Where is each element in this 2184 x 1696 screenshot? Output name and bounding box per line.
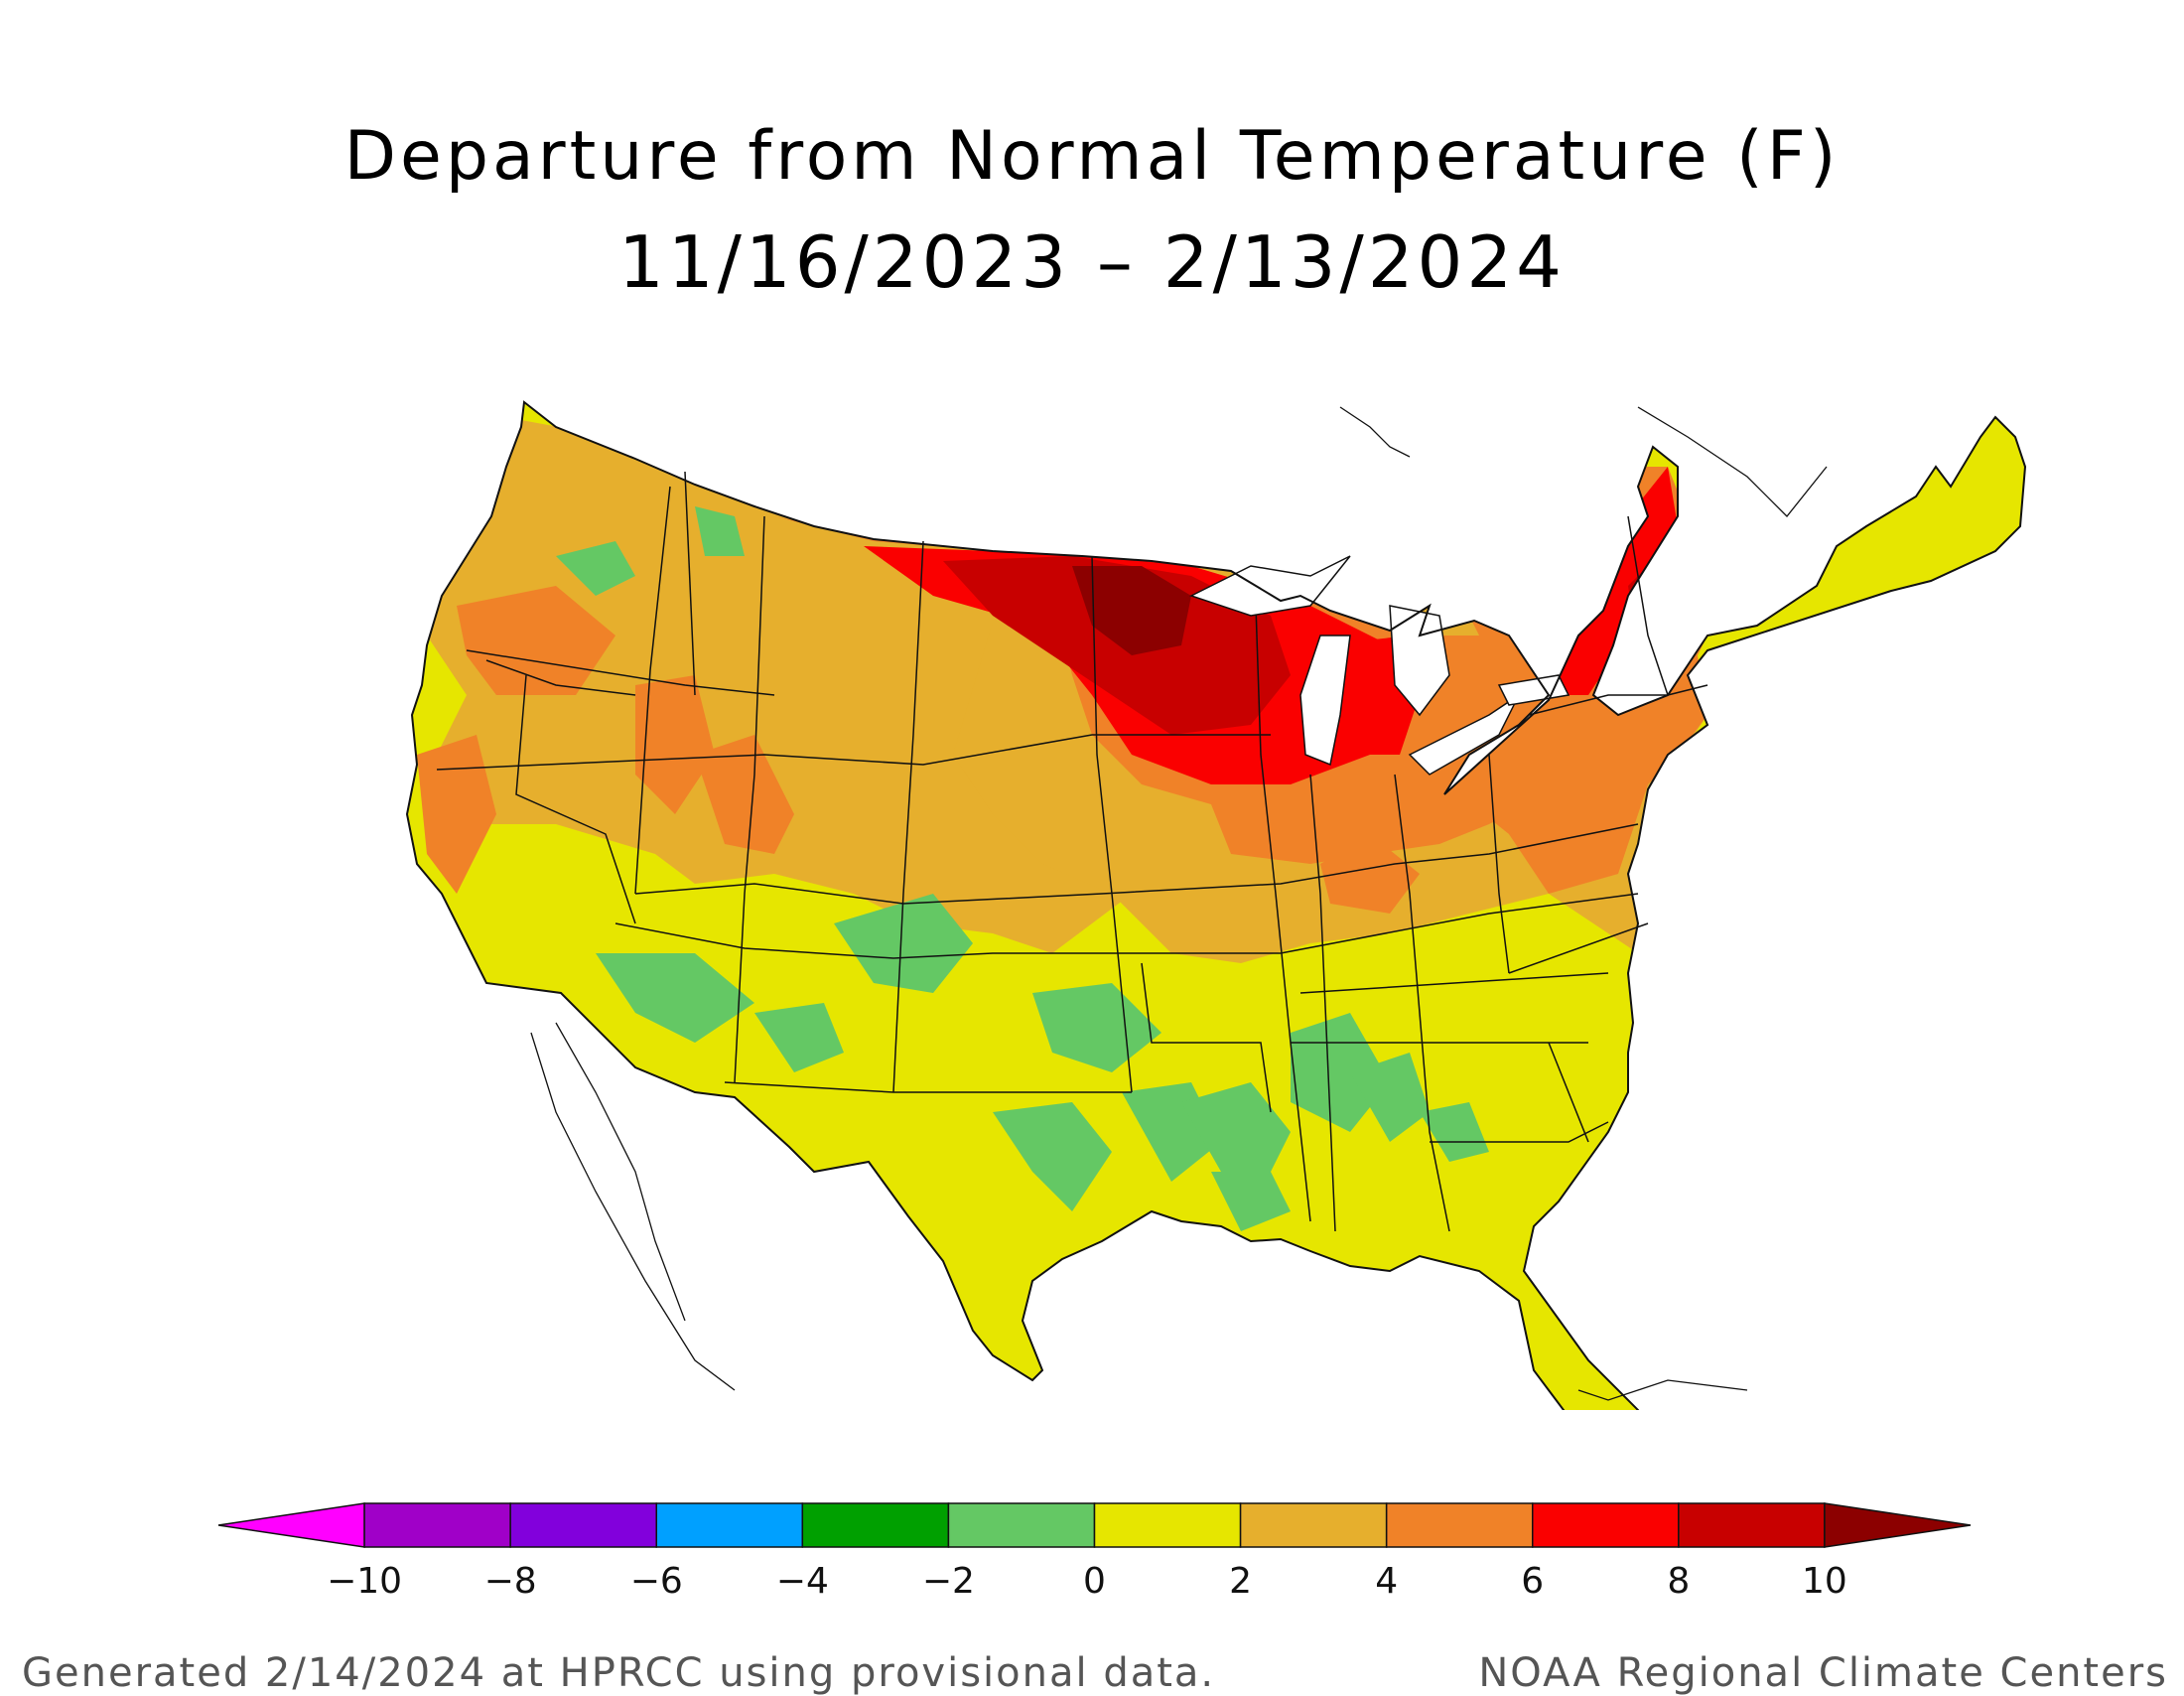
- boundary-37n: [614, 893, 1639, 959]
- anomaly-zone-4-6-iowa: [1320, 834, 1420, 914]
- gulf-of-california-coast: [555, 1022, 686, 1322]
- anomaly-zone-neg2-0-wa: [556, 541, 635, 596]
- legend-tick-label: −2: [922, 1561, 975, 1602]
- boundary-tx-nm: [724, 1081, 1132, 1093]
- legend-bin: [1239, 1502, 1388, 1548]
- anomaly-zone-neg2-0-oklahoma: [1032, 983, 1161, 1072]
- legend-bin: [947, 1502, 1096, 1548]
- boundary-id-mt: [684, 471, 696, 696]
- boundary-wa-or: [485, 659, 636, 696]
- map-title: Departure from Normal Temperature (F): [343, 117, 1841, 196]
- legend-tick-label: 0: [1083, 1561, 1106, 1602]
- boundary-ny-pa: [1528, 694, 1668, 716]
- anomaly-zone-neg2-0-alabama: [1350, 1053, 1430, 1142]
- anomaly-zone-neg2-0-nm: [754, 1003, 844, 1072]
- boundary-vt-nh: [1627, 515, 1669, 696]
- legend-tick-label: 10: [1802, 1561, 1847, 1602]
- anomaly-zone-4-6-ncal: [417, 735, 496, 894]
- boundary-45n: [466, 649, 775, 696]
- legend-tick-label: 6: [1521, 1561, 1544, 1602]
- anomaly-zone-neg2-0-louisiana: [1181, 1082, 1291, 1192]
- anomaly-zone-4-6-utah: [695, 735, 794, 854]
- boundary-co-ks-west: [892, 540, 924, 1093]
- boundary-va-nc: [1508, 922, 1649, 974]
- legend-bin: [217, 1502, 365, 1548]
- legend-bin: [801, 1502, 950, 1548]
- anomaly-zone-neg2-0-georgia: [1420, 1102, 1489, 1162]
- legend-tick-label: −10: [327, 1561, 402, 1602]
- boundary-ga-sc: [1548, 1042, 1589, 1143]
- boundary-il-in: [1309, 774, 1336, 1232]
- legend-tick-label: 8: [1667, 1561, 1690, 1602]
- legend-tick-label: 4: [1375, 1561, 1398, 1602]
- anomaly-zone-neg2-0-colorado: [834, 894, 973, 993]
- boundary-40n: [634, 823, 1639, 905]
- canada-coast-2: [1637, 406, 1828, 517]
- state-boundaries: [436, 471, 1708, 1232]
- lake-michigan: [1299, 635, 1351, 767]
- boundary-plains-midwest: [1091, 555, 1133, 1093]
- anomaly-zone-neg2-0-delta: [1211, 1172, 1291, 1231]
- boundary-oh-pa: [1488, 754, 1510, 974]
- legend-tick-label: −4: [776, 1561, 829, 1602]
- legend-bin: [1093, 1502, 1242, 1548]
- boundary-ma: [1667, 684, 1708, 696]
- anomaly-zone-4-6-nevada: [635, 675, 715, 814]
- boundary-ca-nv: [515, 674, 636, 924]
- boundary-ga-fl: [1430, 1121, 1609, 1143]
- lake-erie: [1408, 692, 1521, 776]
- generated-note: Generated 2/14/2024 at HPRCC using provi…: [22, 1650, 1216, 1696]
- legend-tick-label: −8: [484, 1561, 537, 1602]
- legend-bin: [363, 1502, 511, 1548]
- boundary-ut-co-west: [734, 515, 765, 1083]
- neighboring-coastlines: [530, 406, 1828, 1401]
- legend-tick-label: 2: [1229, 1561, 1252, 1602]
- anomaly-zone-8-10: [943, 556, 1291, 735]
- baja-coast: [530, 1032, 736, 1391]
- anomaly-zone-neg2-0-idaho: [695, 506, 745, 556]
- map-subtitle: 11/16/2023 – 2/13/2024: [618, 220, 1566, 304]
- color-legend: −10 −8 −6 −4 −2 0 2 4 6 8 10: [217, 1502, 1972, 1602]
- legend-bin: [655, 1502, 804, 1548]
- legend-bin: [1385, 1502, 1534, 1548]
- legend-bin: [1824, 1502, 1972, 1548]
- us-anomaly-map: [406, 401, 2026, 1410]
- canada-coast-1: [1339, 406, 1411, 458]
- source-credit: NOAA Regional Climate Centers: [1478, 1650, 2168, 1696]
- lake-huron: [1389, 605, 1450, 717]
- boundary-ok-ar: [1141, 962, 1272, 1113]
- legend-tick-label: −6: [630, 1561, 683, 1602]
- boundary-mississippi: [1255, 605, 1311, 1222]
- boundary-in-oh: [1394, 774, 1450, 1232]
- anomaly-zone-over-10: [1072, 566, 1191, 655]
- boundary-or-id: [634, 486, 671, 895]
- legend-bin: [1532, 1502, 1680, 1548]
- legend-bin: [1678, 1502, 1826, 1548]
- legend-bin: [509, 1502, 658, 1548]
- boundary-ky-tn: [1299, 972, 1609, 994]
- cuba-coast: [1577, 1379, 1748, 1401]
- anomaly-zone-neg2-0-arizona: [596, 953, 754, 1043]
- great-lakes: [1189, 555, 1570, 776]
- anomaly-zone-neg2-0-texas-central: [993, 1102, 1112, 1211]
- boundary-43n: [436, 734, 1271, 771]
